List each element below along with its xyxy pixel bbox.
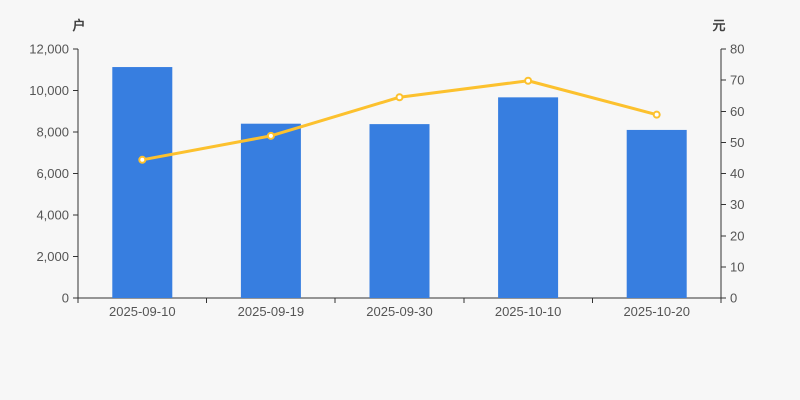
left-axis-unit-label: 户: [72, 18, 85, 33]
x-axis-category-label: 2025-09-30: [366, 304, 433, 319]
bar-2025-09-10[interactable]: [112, 67, 173, 299]
line-series-group: [138, 76, 661, 164]
bar-2025-09-30[interactable]: [369, 124, 430, 299]
right-axis-tick-label: 0: [730, 291, 737, 306]
left-axis-tick-label: 8,000: [36, 125, 69, 140]
line-point-2025-09-19[interactable]: [266, 131, 275, 140]
left-axis-tick-label: 6,000: [36, 166, 69, 181]
left-axis-tick-label: 12,000: [29, 42, 69, 57]
bar-2025-10-20[interactable]: [626, 129, 687, 298]
right-axis-tick-label: 30: [730, 197, 744, 212]
x-axis-category-label: 2025-10-10: [495, 304, 562, 319]
bar-2025-10-10[interactable]: [498, 97, 559, 298]
right-axis-tick-label: 50: [730, 135, 744, 150]
right-axis-tick-label: 40: [730, 166, 744, 181]
x-axis-category-label: 2025-10-20: [623, 304, 690, 319]
left-axis-tick-label: 2,000: [36, 249, 69, 264]
line-point-2025-10-10[interactable]: [524, 76, 533, 85]
left-axis-tick-label: 4,000: [36, 208, 69, 223]
line-point-2025-09-10[interactable]: [138, 155, 147, 164]
axes-group: 0 2,000 4,000 6,000 8,000 10,000 12,000 0 10 20 30…: [29, 42, 744, 320]
right-axis-tick-label: 80: [730, 42, 744, 57]
right-axis-tick-label: 60: [730, 104, 744, 119]
bar-2025-09-19[interactable]: [240, 123, 301, 298]
left-axis-tick-label: 0: [62, 291, 69, 306]
right-axis-unit-label: 元: [712, 18, 725, 33]
right-axis-tick-label: 70: [730, 73, 744, 88]
x-axis-category-label: 2025-09-19: [238, 304, 305, 319]
line-point-2025-10-20[interactable]: [652, 110, 661, 119]
right-axis-tick-label: 20: [730, 228, 744, 243]
left-axis-tick-label: 10,000: [29, 83, 69, 98]
bar-series-group: [112, 67, 687, 299]
right-axis-tick-label: 10: [730, 259, 744, 274]
line-point-2025-09-30[interactable]: [395, 93, 404, 102]
x-axis-category-label: 2025-09-10: [109, 304, 176, 319]
